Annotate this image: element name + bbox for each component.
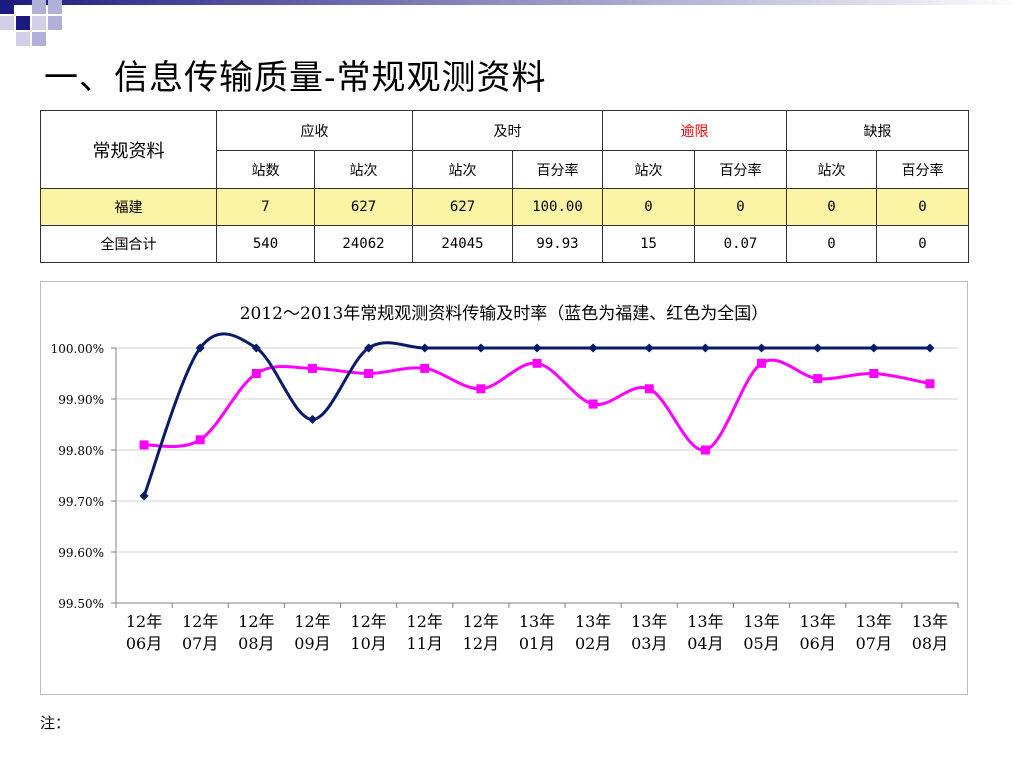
subheader-cell: 站次 (412, 150, 513, 189)
data-point (813, 374, 823, 384)
data-point (757, 358, 767, 368)
line-chart: 2012～2013年常规观测资料传输及时率（蓝色为福建、红色为全国） 99.50%… (51, 304, 959, 653)
x-tick-label: 13年 07月 (856, 612, 892, 653)
page-title: 一、信息传输质量-常规观测资料 (44, 58, 547, 98)
chart-title: 2012～2013年常规观测资料传输及时率（蓝色为福建、红色为全国） (240, 304, 769, 324)
table-row: 福建 7 627 627 100.00 0 0 0 0 (40, 188, 969, 226)
footnote: 注： (40, 714, 71, 732)
data-point (139, 440, 149, 450)
x-tick-label: 12年 07月 (182, 612, 218, 653)
table-row: 全国合计 540 24062 24045 99.93 15 0.07 0 0 (40, 225, 969, 263)
y-tick-label: 99.60% (58, 546, 104, 560)
x-tick-label: 13年 04月 (687, 612, 723, 653)
x-tick-label: 12年 09月 (294, 612, 330, 653)
data-point (476, 384, 486, 394)
y-tick-label: 99.80% (58, 444, 104, 458)
row-name: 全国合计 (40, 225, 217, 263)
x-tick-label: 12年 08月 (238, 612, 274, 653)
header-decoration (0, 0, 1024, 46)
x-tick-label: 12年 12月 (463, 612, 499, 653)
data-point (195, 435, 205, 445)
chart-frame (40, 281, 968, 695)
data-point (195, 343, 205, 353)
subheader-cell: 百分率 (876, 150, 969, 189)
subheader-cell: 百分率 (694, 150, 787, 189)
table-cell: 0 (786, 188, 877, 226)
data-point (869, 343, 879, 353)
table-cell: 24062 (314, 225, 413, 263)
x-tick-label: 13年 03月 (631, 612, 667, 653)
subheader-cell: 百分率 (512, 150, 603, 189)
data-point (813, 343, 823, 353)
data-point (420, 363, 430, 373)
y-tick-label: 99.50% (58, 597, 104, 611)
data-point (588, 343, 598, 353)
table-cell: 99.93 (512, 225, 603, 263)
data-point (925, 379, 935, 389)
data-point (700, 445, 710, 455)
y-tick-label: 99.90% (58, 393, 104, 407)
data-point (307, 363, 317, 373)
data-point (925, 343, 935, 353)
table-corner-header: 常规资料 (40, 110, 217, 189)
table-cell: 0 (786, 225, 877, 263)
data-point (251, 343, 261, 353)
table-cell: 0 (876, 225, 969, 263)
data-point (700, 343, 710, 353)
series-line (142, 332, 930, 497)
x-tick-label: 13年 08月 (912, 612, 948, 653)
x-tick-label: 13年 05月 (743, 612, 779, 653)
group-header-missing: 缺报 (786, 110, 969, 151)
x-tick-label: 12年 06月 (126, 612, 162, 653)
data-point (588, 399, 598, 409)
group-header-due: 应收 (216, 110, 413, 151)
table-cell: 0.07 (694, 225, 787, 263)
x-tick-label: 13年 01月 (519, 612, 555, 653)
subheader-cell: 站次 (786, 150, 877, 189)
data-point (644, 343, 654, 353)
subheader-cell: 站数 (216, 150, 315, 189)
table-cell: 0 (602, 188, 695, 226)
table-cell: 627 (412, 188, 513, 226)
data-point (420, 343, 430, 353)
x-tick-label: 13年 02月 (575, 612, 611, 653)
data-point (251, 369, 261, 378)
data-point (307, 414, 317, 424)
table-cell: 24045 (412, 225, 513, 263)
series-line (143, 358, 931, 452)
row-name: 福建 (40, 188, 217, 226)
table-cell: 627 (314, 188, 413, 226)
data-point (532, 343, 542, 353)
data-point (869, 369, 879, 378)
data-point (364, 343, 374, 353)
group-header-ontime: 及时 (412, 110, 603, 151)
y-tick-label: 100.00% (51, 342, 104, 356)
subheader-cell: 站次 (314, 150, 413, 189)
data-point (139, 491, 149, 501)
data-point (476, 343, 486, 353)
table-cell: 7 (216, 188, 315, 226)
data-table: 常规资料 应收 及时 逾限 缺报 站数 站次 站次 百分率 站次 百分率 站次 … (40, 110, 969, 263)
data-point (644, 384, 654, 394)
x-tick-label: 12年 11月 (407, 612, 443, 653)
data-point (757, 343, 767, 353)
data-point (364, 369, 374, 378)
y-tick-label: 99.70% (58, 495, 104, 509)
table-cell: 15 (602, 225, 695, 263)
group-header-overdue: 逾限 (602, 110, 787, 151)
table-cell: 100.00 (512, 188, 603, 226)
table-cell: 540 (216, 225, 315, 263)
x-tick-label: 13年 06月 (799, 612, 835, 653)
table-cell: 0 (876, 188, 969, 226)
data-point (532, 358, 542, 368)
subheader-cell: 站次 (602, 150, 695, 189)
table-cell: 0 (694, 188, 787, 226)
x-tick-label: 12年 10月 (350, 612, 386, 653)
